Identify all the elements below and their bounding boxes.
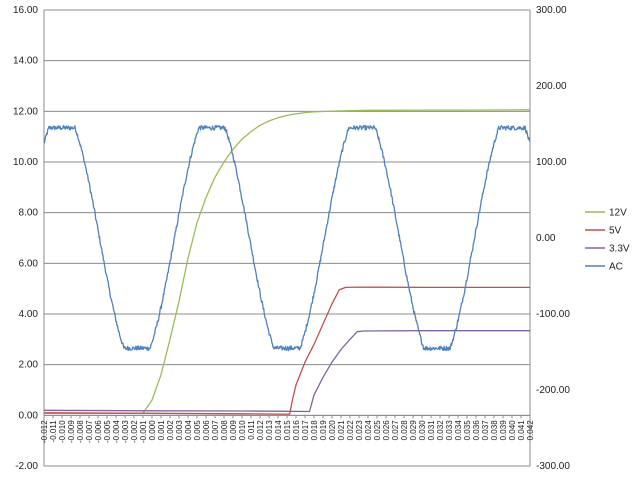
- x-tick-label: 0.001: [157, 420, 166, 441]
- right-y-tick-label: 200.00: [536, 81, 567, 92]
- right-y-tick-label: 300.00: [536, 5, 567, 16]
- x-tick-label: 0.020: [328, 420, 337, 441]
- x-tick-label: 0.008: [220, 420, 229, 441]
- x-tick-label: -0.011: [49, 420, 58, 443]
- right-y-tick-label: 0.00: [536, 233, 556, 244]
- right-y-tick-label: -300.00: [536, 461, 570, 472]
- x-tick-label: 0.012: [256, 420, 265, 441]
- x-tick-label: 0.011: [247, 420, 256, 440]
- x-tick-label: 0.021: [337, 420, 346, 441]
- x-tick-label: 0.035: [463, 420, 472, 441]
- right-y-tick-label: -100.00: [536, 309, 570, 320]
- x-tick-label: -0.008: [76, 420, 85, 443]
- x-tick-label: -0.010: [58, 420, 67, 443]
- x-tick-label: 0.034: [454, 420, 463, 441]
- x-tick-label: -0.009: [67, 420, 76, 443]
- x-tick-label: 0.017: [301, 420, 310, 441]
- x-tick-label: 0.026: [382, 420, 391, 441]
- left-y-tick-label: 16.00: [13, 5, 38, 16]
- series-line-5v: [43, 286, 530, 415]
- x-tick-label: 0.003: [175, 420, 184, 441]
- x-tick-label: 0.009: [229, 420, 238, 441]
- x-tick-label: 0.036: [472, 420, 481, 441]
- left-y-axis: -2.00 0.00 2.00 4.00 6.00 8.00 10.00 12.00 14.00…: [13, 5, 38, 472]
- x-tick-label: 0.006: [202, 420, 211, 441]
- x-tick-label: 0.030: [418, 420, 427, 441]
- x-tick-label: 0.031: [427, 420, 436, 441]
- x-tick-label: -0.004: [112, 420, 121, 443]
- legend-label: 12V: [609, 208, 627, 219]
- x-tick-label: 0.027: [391, 420, 400, 441]
- right-y-axis: -300.00 -200.00 -100.00 0.00 100.00 200.00 300…: [536, 5, 570, 472]
- chart-legend: 12V 5V 3.3V AC: [585, 208, 630, 273]
- x-tick-label: 0.010: [238, 420, 247, 441]
- x-tick-label: 0.028: [400, 420, 409, 441]
- left-y-tick-label: 6.00: [19, 258, 39, 269]
- x-tick-label: 0.022: [346, 420, 355, 441]
- left-y-tick-label: 2.00: [19, 360, 39, 371]
- right-y-tick-label: 100.00: [536, 157, 567, 168]
- x-tick-label: 0.016: [292, 420, 301, 441]
- x-tick-label: -0.005: [103, 420, 112, 443]
- right-y-tick-label: -200.00: [536, 385, 570, 396]
- x-tick-label: 0.023: [355, 420, 364, 441]
- x-tick-label: 0.014: [274, 420, 283, 441]
- x-tick-label: 0.033: [445, 420, 454, 441]
- x-tick-label: 0.029: [409, 420, 418, 441]
- x-tick-label: 0.013: [265, 420, 274, 441]
- legend-label: 5V: [609, 226, 622, 237]
- x-tick-label: 0.015: [283, 420, 292, 441]
- x-tick-label: -0.006: [94, 420, 103, 443]
- x-tick-label: 0.038: [490, 420, 499, 441]
- x-tick-label: -0.007: [85, 420, 94, 443]
- x-tick-label: 0.005: [193, 420, 202, 441]
- left-y-tick-label: 4.00: [19, 309, 39, 320]
- x-tick-label: -0.002: [130, 420, 139, 443]
- left-y-tick-label: 10.00: [13, 157, 38, 168]
- x-tick-label: 0.025: [373, 420, 382, 441]
- series-lines: [43, 109, 531, 415]
- x-tick-label: 0.019: [319, 420, 328, 441]
- x-tick-label: 0.024: [364, 420, 373, 441]
- x-tick-label: 0.042: [526, 420, 535, 441]
- x-tick-label: 0.040: [508, 420, 517, 441]
- x-tick-label: 0.000: [148, 420, 157, 441]
- x-tick-label: 0.041: [517, 420, 526, 441]
- x-tick-label: 0.037: [481, 420, 490, 441]
- left-y-tick-label: 8.00: [19, 208, 39, 219]
- x-tick-label: 0.002: [166, 420, 175, 441]
- left-y-tick-label: 14.00: [13, 56, 38, 67]
- legend-label: 3.3V: [609, 244, 630, 255]
- series-line-12v: [44, 109, 531, 414]
- x-tick-label: -0.003: [121, 420, 130, 443]
- x-axis: -0.012 -0.011 -0.010 -0.009 -0.008 -0.007 -0.0…: [40, 415, 535, 443]
- left-y-tick-label: -2.00: [15, 461, 38, 472]
- x-tick-label: 0.018: [310, 420, 319, 441]
- series-line-ac: [43, 124, 531, 352]
- left-y-tick-label: 12.00: [13, 106, 38, 117]
- legend-label: AC: [609, 262, 623, 273]
- x-tick-label: 0.004: [184, 420, 193, 441]
- x-tick-label: -0.012: [40, 420, 49, 443]
- series-line-3-3v: [43, 330, 530, 413]
- horizontal-gridlines: [43, 9, 531, 467]
- left-y-tick-label: 0.00: [19, 410, 39, 421]
- x-tick-label: 0.007: [211, 420, 220, 441]
- x-tick-label: 0.039: [499, 420, 508, 441]
- x-tick-label: -0.001: [139, 420, 148, 443]
- x-tick-label: 0.032: [436, 420, 445, 441]
